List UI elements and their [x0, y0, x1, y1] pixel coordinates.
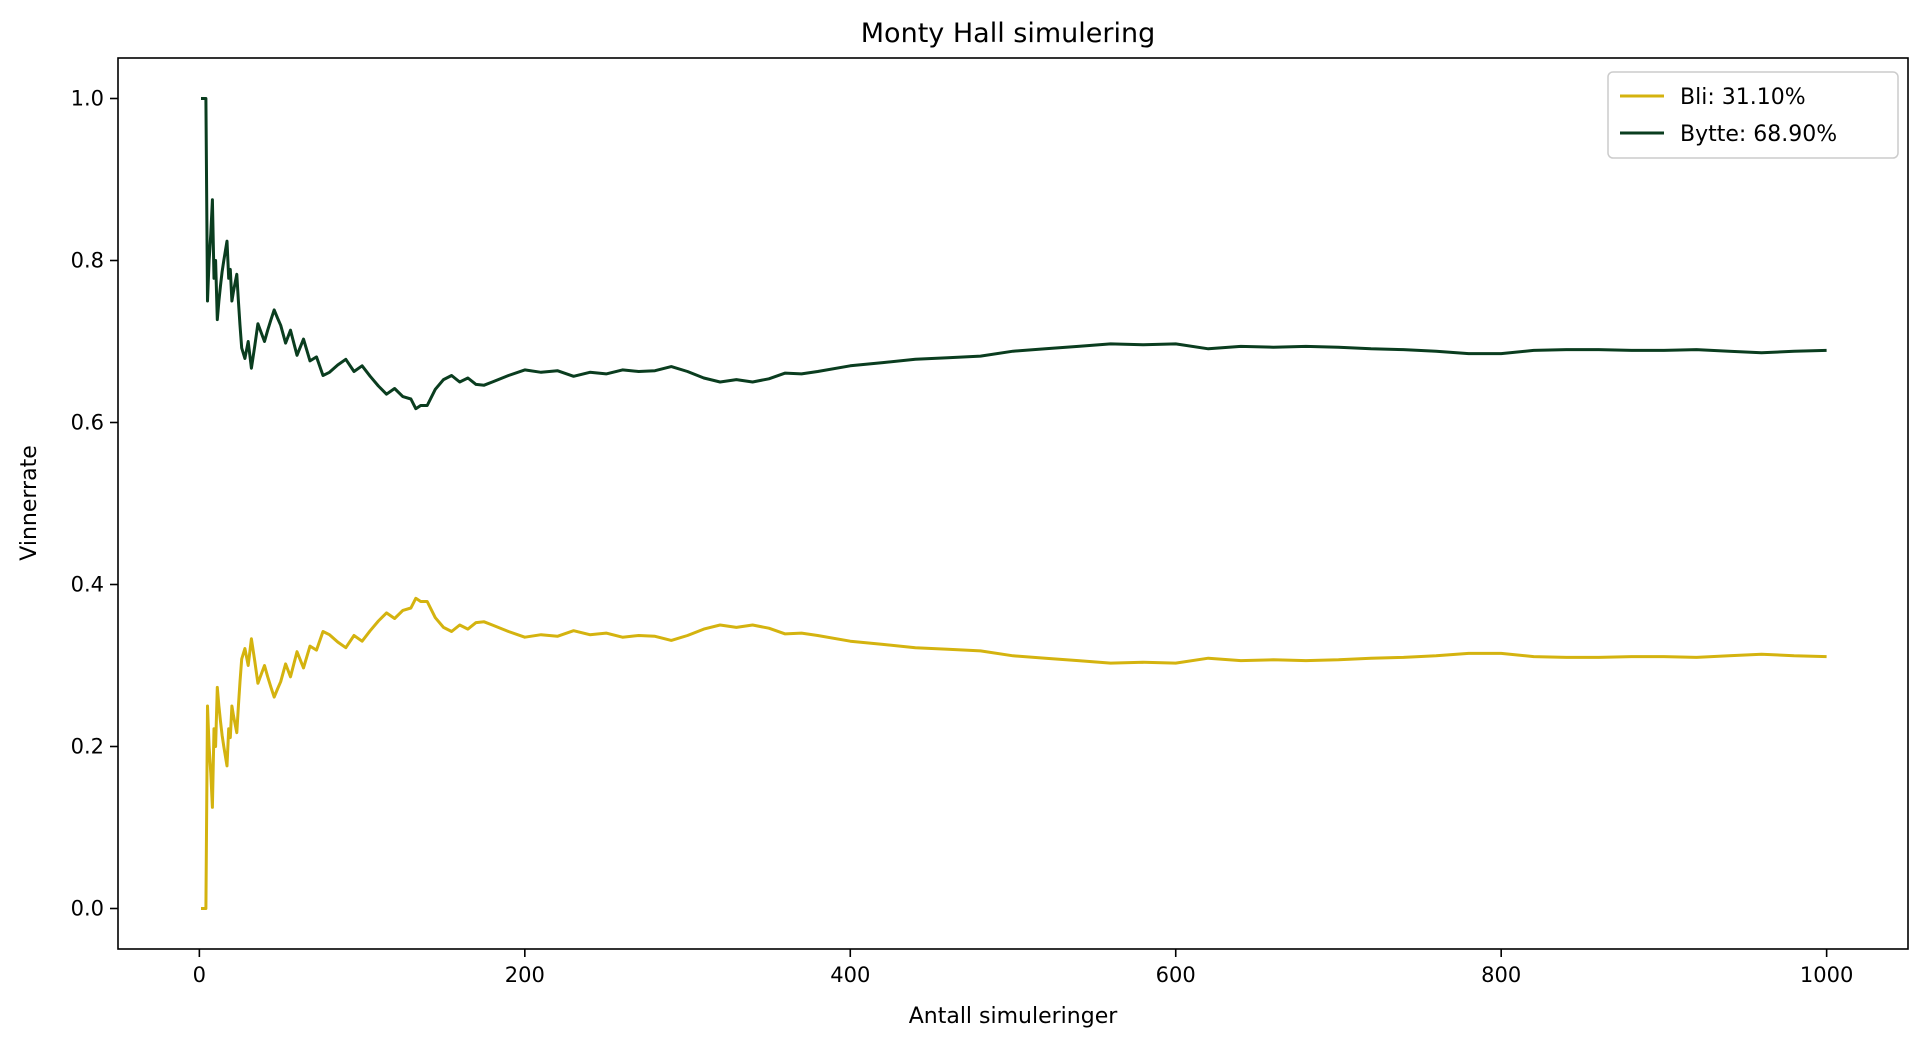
y-tick-label: 1.0: [71, 87, 104, 111]
x-tick-label: 0: [193, 963, 206, 987]
series-line-2: [201, 97, 1827, 411]
legend: Bli: 31.10% Bytte: 68.90%: [1607, 71, 1899, 159]
x-tick-label: 800: [1481, 963, 1521, 987]
x-tick-label: 200: [505, 963, 545, 987]
chart-title: Monty Hall simulering: [861, 18, 1155, 49]
plot-frame: [117, 57, 1909, 950]
y-tick-label: 0.0: [71, 897, 104, 921]
y-tick-label: 0.2: [71, 735, 104, 759]
legend-box: [1607, 71, 1899, 159]
legend-label: Bli: 31.10%: [1680, 85, 1806, 110]
y-axis: 0.0 0.2 0.4 0.6 0.8 1.0: [71, 87, 118, 921]
y-tick-label: 0.4: [71, 573, 104, 597]
legend-label: Bytte: 68.90%: [1680, 122, 1837, 147]
y-tick-label: 0.6: [71, 411, 104, 435]
series-layer: [201, 97, 1827, 910]
x-axis: 0 200 400 600 800 1000: [193, 949, 1853, 987]
x-tick-label: 600: [1156, 963, 1196, 987]
series-line-1: [201, 596, 1827, 910]
x-tick-label: 1000: [1800, 963, 1853, 987]
x-axis-label: Antall simuleringer: [909, 1004, 1119, 1029]
y-axis-label: Vinnerrate: [17, 445, 42, 560]
y-tick-label: 0.8: [71, 249, 104, 273]
x-tick-label: 400: [830, 963, 870, 987]
